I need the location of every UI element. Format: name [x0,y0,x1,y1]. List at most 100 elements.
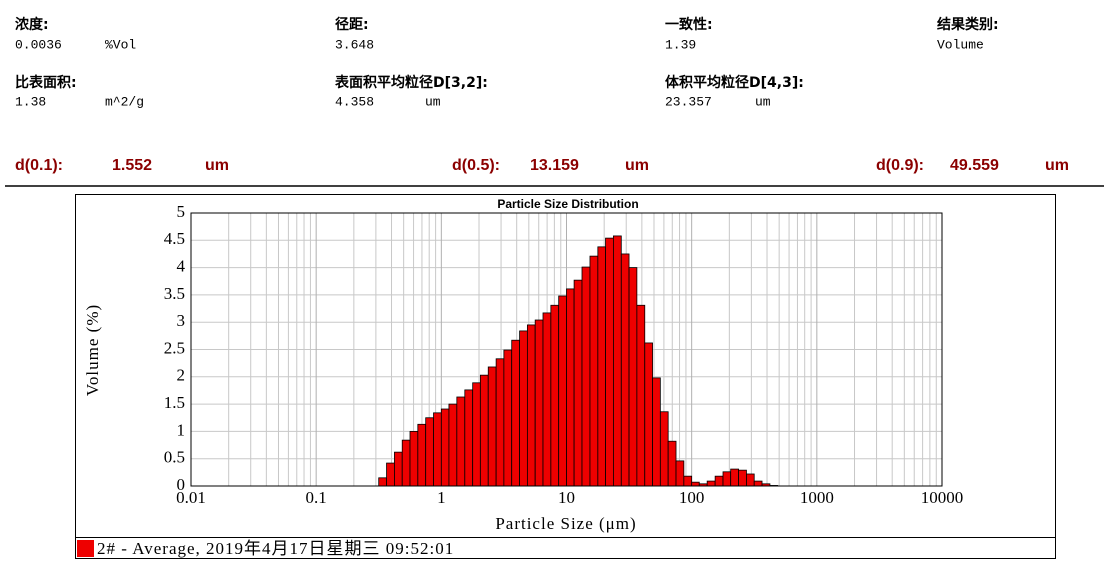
legend-swatch [77,540,94,557]
field-unit: %Vol [105,37,136,52]
bar [667,440,677,487]
bar [456,396,466,487]
bar [542,312,552,487]
results: d(0.1): 1.552 um d(0.5): 13.159 um d(0.9… [15,157,1069,174]
x-tick-label: 100 [679,488,705,507]
x-tick-label: 0.1 [306,488,327,507]
plot-frame [190,212,943,487]
bar [628,267,638,487]
bar [479,374,489,487]
y-tick-label: 1 [177,420,186,439]
bar [378,477,387,487]
y-tick-label: 0 [177,475,186,494]
field-label: 比表面积: [15,74,77,91]
result-value: 13.159 [530,157,579,174]
x-tick-label: 1 [437,488,446,507]
bar [573,279,583,487]
bar [503,349,513,487]
bar [683,475,693,487]
field-unit: m^2/g [105,94,144,109]
result-label: d(0.9): [876,157,924,174]
bar [472,382,481,487]
x-axis-label: Particle Size (μm) [495,514,636,533]
x-tick-label: 1000 [800,488,834,507]
y-axis-label: Volume (%) [83,304,102,396]
grid [190,212,943,487]
field-unit: um [755,94,771,109]
bar [620,253,630,487]
bar [425,417,434,487]
result-unit: um [625,157,649,174]
bar [589,255,599,487]
bar [448,403,458,487]
bar [511,339,521,487]
y-tick-label: 3.5 [164,284,185,303]
header: 浓度: 0.0036 %Vol 径距: 3.648 一致性: 1.39 结果类别… [15,16,999,109]
bar [605,237,614,487]
bar [401,439,411,487]
field-label: 径距: [335,16,369,33]
bar [519,330,528,487]
field-label: 表面积平均粒径D[3,2]: [334,74,488,91]
result-unit: um [1045,157,1069,174]
y-tick-label: 2 [177,366,186,385]
bar [753,480,763,487]
field-unit: um [425,94,441,109]
x-tick-label: 10000 [921,488,964,507]
field-value: 4.358 [335,94,374,109]
bar [597,246,606,487]
bar [675,460,685,487]
bar [691,481,700,487]
bar [526,324,536,487]
result-label: d(0.1): [15,157,63,174]
bar [558,295,567,487]
y-tick-label: 0.5 [164,448,185,467]
field-value: 1.39 [665,37,696,52]
bar [534,319,544,487]
y-tick-label: 1.5 [164,393,185,412]
y-tick-label: 3 [177,311,186,330]
result-label: d(0.5): [452,157,500,174]
field-value: 23.357 [665,94,712,109]
result-value: 49.559 [950,157,999,174]
bar [487,366,497,487]
bar [730,468,739,487]
field-value: 3.648 [335,37,374,52]
bar [746,473,755,487]
result-unit: um [205,157,229,174]
y-tick-label: 4.5 [164,229,185,248]
y-tick-label: 2.5 [164,338,185,357]
bar [652,377,661,487]
field-label: 体积平均粒径D[4,3]: [665,74,804,91]
bar [464,389,474,487]
bar [644,342,653,487]
bar [440,408,450,487]
bar [738,469,747,487]
y-tick-label: 4 [177,257,186,276]
field-value: 0.0036 [15,37,62,52]
bars [378,235,779,487]
field-value: Volume [937,37,984,52]
bar [394,451,403,487]
bar [495,358,505,487]
legend-label: 2# - Average, 2019年4月17日星期三 09:52:01 [97,539,454,558]
bar [417,423,427,487]
bar [433,412,442,487]
y-tick-label: 5 [177,202,186,221]
bar [566,288,575,487]
bar [722,471,732,487]
field-label: 结果类别: [937,16,999,33]
chart-title: Particle Size Distribution [497,197,638,211]
bar [386,462,395,487]
result-value: 1.552 [112,157,152,174]
bar [659,411,669,487]
x-tick-label: 10 [558,488,575,507]
field-label: 一致性: [665,16,713,33]
legend-frame [75,537,1056,559]
bar [409,430,419,487]
bar [714,475,724,487]
bar [550,304,560,487]
axes: 0 0.5 1 1.5 2 2.5 3 3.5 4 4.5 5 0.01 0.1 1 10 100 1000 10… [164,202,964,507]
